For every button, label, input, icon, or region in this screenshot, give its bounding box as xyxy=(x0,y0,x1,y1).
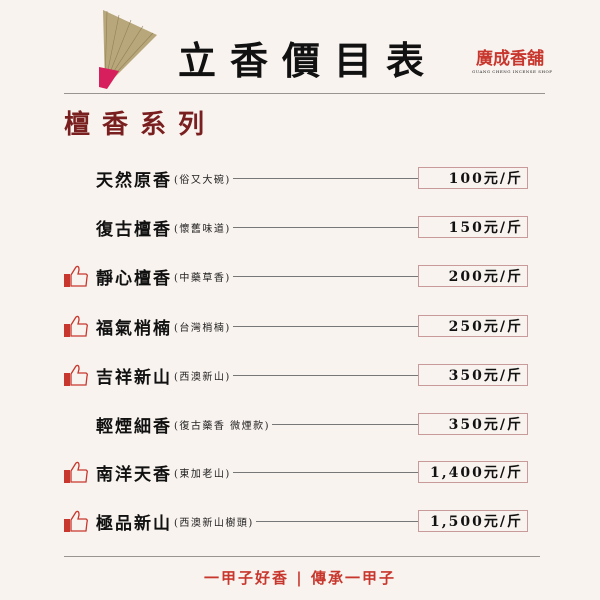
leader-line xyxy=(232,275,418,277)
thumbs-up-icon xyxy=(62,214,90,240)
price-row: 天然原香 (俗又大碗) 100元/斤 xyxy=(62,165,528,191)
item-note: (中藥草香) xyxy=(174,272,231,284)
thumbs-up-icon xyxy=(62,411,90,437)
price-box: 100元/斤 xyxy=(418,167,528,189)
footer-divider xyxy=(64,556,540,557)
price-row: 靜心檀香 (中藥草香) 200元/斤 xyxy=(62,263,528,289)
price-row: 極品新山 (西澳新山樹頭) 1,500元/斤 xyxy=(62,508,528,534)
item-note: (台灣梢楠) xyxy=(174,322,231,334)
thumbs-up-icon xyxy=(62,362,90,388)
item-note: (懷舊味道) xyxy=(174,223,231,235)
price-row: 南洋天香 (東加老山) 1,400元/斤 xyxy=(62,459,528,485)
item-note: (西澳新山樹頭) xyxy=(174,517,254,529)
price-box: 250元/斤 xyxy=(418,315,528,337)
incense-fan-image xyxy=(99,10,157,89)
price-row: 輕煙細香 (復古藥香 微煙款) 350元/斤 xyxy=(62,411,528,437)
leader-line xyxy=(232,226,418,228)
item-name: 南洋天香 xyxy=(96,464,172,485)
section-title: 檀香系列 xyxy=(64,110,217,140)
price-box: 350元/斤 xyxy=(418,364,528,386)
price-box: 1,400元/斤 xyxy=(418,461,528,483)
price-row: 吉祥新山 (西澳新山) 350元/斤 xyxy=(62,362,528,388)
price-box: 150元/斤 xyxy=(418,216,528,238)
thumbs-up-icon xyxy=(62,508,90,534)
leader-line xyxy=(232,471,418,473)
item-name: 靜心檀香 xyxy=(96,268,172,289)
item-name: 極品新山 xyxy=(96,513,172,534)
price-row: 福氣梢楠 (台灣梢楠) 250元/斤 xyxy=(62,313,528,339)
thumbs-up-icon xyxy=(62,459,90,485)
thumbs-up-icon xyxy=(62,313,90,339)
leader-line xyxy=(271,423,418,425)
leader-line xyxy=(232,177,418,179)
logo-subtext: GUANG CHENG INCENSE SHOP xyxy=(472,69,553,74)
item-note: (俗又大碗) xyxy=(174,174,231,186)
item-name: 輕煙細香 xyxy=(96,416,172,437)
item-name: 吉祥新山 xyxy=(96,367,172,388)
page-title: 立香價目表 xyxy=(178,38,439,83)
header-divider xyxy=(64,93,545,94)
item-name: 復古檀香 xyxy=(96,219,172,240)
item-name: 天然原香 xyxy=(96,170,172,191)
thumbs-up-icon xyxy=(62,165,90,191)
leader-line xyxy=(232,325,418,327)
price-box: 350元/斤 xyxy=(418,413,528,435)
item-name: 福氣梢楠 xyxy=(96,318,172,339)
thumbs-up-icon xyxy=(62,263,90,289)
price-box: 200元/斤 xyxy=(418,265,528,287)
leader-line xyxy=(255,520,418,522)
item-note: (復古藥香 微煙款) xyxy=(174,420,270,432)
footer-slogan: 一甲子好香 | 傳承一甲子 xyxy=(204,569,396,587)
price-row: 復古檀香 (懷舊味道) 150元/斤 xyxy=(62,214,528,240)
item-note: (東加老山) xyxy=(174,468,231,480)
item-note: (西澳新山) xyxy=(174,371,231,383)
logo-text: 廣成香舖 xyxy=(476,49,544,69)
price-box: 1,500元/斤 xyxy=(418,510,528,532)
leader-line xyxy=(232,374,418,376)
shop-logo: 廣成香舖 GUANG CHENG INCENSE SHOP xyxy=(470,44,553,74)
